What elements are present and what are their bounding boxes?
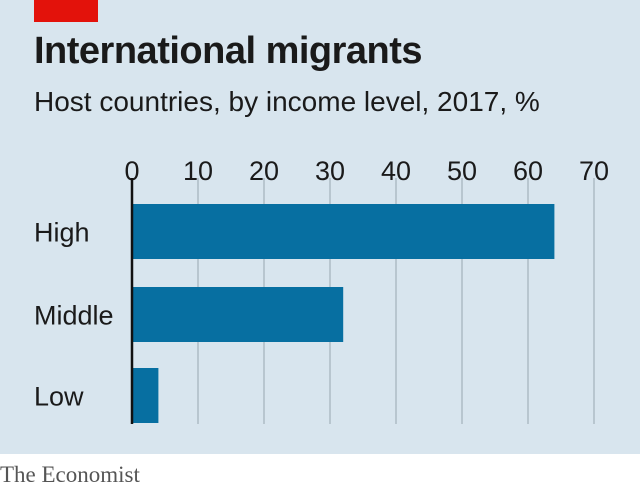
x-tick-label: 0: [124, 156, 139, 186]
x-tick-label: 30: [315, 156, 345, 186]
category-label-low: Low: [34, 382, 84, 412]
x-tick-label: 20: [249, 156, 279, 186]
brand-red-tag: [34, 0, 98, 22]
x-tick-label: 50: [447, 156, 477, 186]
chart-title: International migrants: [34, 30, 423, 72]
bar-middle: [132, 287, 344, 342]
chart-subtitle: Host countries, by income level, 2017, %: [34, 86, 540, 117]
bar-low: [132, 368, 159, 423]
category-label-high: High: [34, 218, 90, 248]
bar-high: [132, 204, 555, 259]
x-tick-label: 40: [381, 156, 411, 186]
chart-plot: 0 10 20 30 40 50 60 70 High Middle Low: [34, 156, 609, 424]
x-tick-label: 60: [513, 156, 543, 186]
category-label-middle: Middle: [34, 301, 114, 331]
x-tick-label: 70: [579, 156, 609, 186]
source-logo: The Economist: [0, 462, 140, 487]
x-tick-label: 10: [183, 156, 213, 186]
